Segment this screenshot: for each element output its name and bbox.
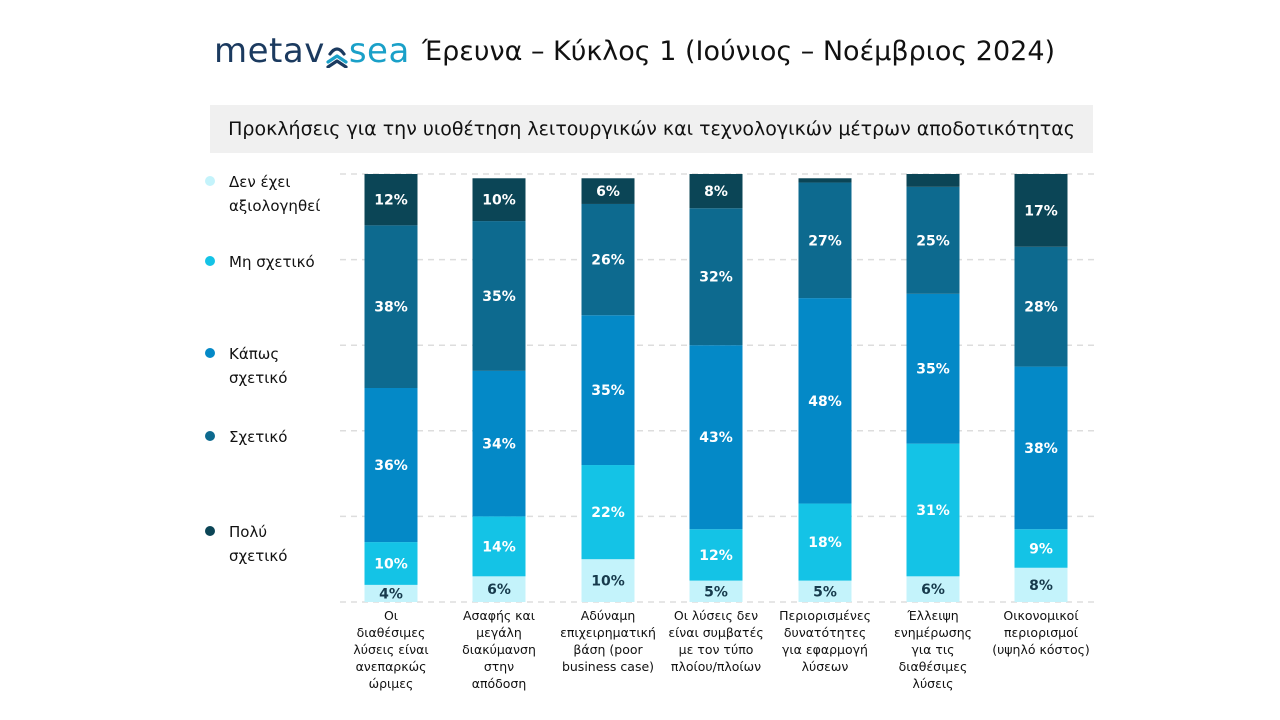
data-label-c4-s3: 27% [808,233,842,249]
data-label-c5-s0: 6% [921,582,945,598]
x-tick-label-line: λύσεις [878,675,988,692]
data-label-c1-s4: 10% [482,193,516,209]
x-tick-label-3: Οι λύσεις δεν είναι συμβατές με τον τύπο πλ… [661,607,771,675]
x-tick-label-line: Περιορισμένες [770,607,880,624]
x-tick-label-line: μεγάλη [444,624,554,641]
data-label-c5-s1: 31% [916,503,950,519]
data-label-c4-s1: 18% [808,535,842,551]
data-label-c6-s3: 28% [1024,300,1058,316]
x-tick-label-line: λύσεις είναι [336,641,446,658]
data-label-c2-s1: 22% [591,505,625,521]
x-tick-label-0: Οι διαθέσιμες λύσεις είναι ανεπαρκώς ώριμες [336,607,446,692]
data-label-c1-s1: 14% [482,539,516,555]
x-tick-label-1: Ασαφής και μεγάλη διακύμανση στην απόδοση [444,607,554,692]
bar-segment-c4-s4 [799,178,852,182]
data-label-c1-s2: 34% [482,437,516,453]
x-tick-label-line: περιορισμοί [986,624,1096,641]
data-label-c1-s3: 35% [482,289,516,305]
x-tick-label-line: βάση (poor [553,641,663,658]
x-tick-label-line: Οι λύσεις δεν [661,607,771,624]
x-tick-label-line: απόδοση [444,675,554,692]
data-label-c2-s3: 26% [591,253,625,269]
data-label-c6-s0: 8% [1029,578,1053,594]
data-label-c0-s2: 36% [374,458,408,474]
x-tick-label-line: είναι συμβατές [661,624,771,641]
data-label-c3-s3: 32% [699,270,733,286]
x-tick-label-line: λύσεων [770,658,880,675]
x-tick-label-line: Οικονομικοί [986,607,1096,624]
data-label-c5-s2: 35% [916,362,950,378]
data-label-c3-s2: 43% [699,430,733,446]
x-tick-label-5: Έλλειψη ενημέρωσης για τις διαθέσιμες λύσεις [878,607,988,692]
data-label-c2-s2: 35% [591,383,625,399]
x-tick-label-line: διαθέσιμες [878,658,988,675]
data-label-c3-s1: 12% [699,548,733,564]
x-tick-label-line: για τις [878,641,988,658]
x-tick-label-line: ενημέρωσης [878,624,988,641]
data-label-c4-s2: 48% [808,394,842,410]
x-tick-label-line: διακύμανση [444,641,554,658]
x-tick-label-line: δυνατότητες [770,624,880,641]
x-tick-label-line: Οι [336,607,446,624]
data-label-c3-s0: 5% [704,584,728,600]
x-tick-label-line: πλοίου/πλοίων [661,658,771,675]
x-tick-label-line: (υψηλό κόστος) [986,641,1096,658]
x-tick-label-2: Αδύναμη επιχειρηματική βάση (poor business … [553,607,663,675]
data-label-c6-s1: 9% [1029,542,1053,558]
x-tick-label-line: στην [444,658,554,675]
data-label-c0-s3: 38% [374,300,408,316]
data-label-c4-s0: 5% [813,584,837,600]
data-label-c0-s1: 10% [374,556,408,572]
data-label-c1-s0: 6% [487,582,511,598]
data-label-c5-s3: 25% [916,233,950,249]
x-tick-label-line: business case) [553,658,663,675]
data-label-c6-s2: 38% [1024,441,1058,457]
data-label-c2-s4: 6% [596,184,620,200]
x-tick-label-6: Οικονομικοί περιορισμοί (υψηλό κόστος) [986,607,1096,658]
x-tick-label-line: ώριμες [336,675,446,692]
data-label-c6-s4: 17% [1024,203,1058,219]
x-tick-label-line: ανεπαρκώς [336,658,446,675]
x-tick-label-line: για εφαρμογή [770,641,880,658]
x-tick-label-line: επιχειρηματική [553,624,663,641]
bar-segment-c5-s4 [907,174,960,187]
x-tick-label-line: διαθέσιμες [336,624,446,641]
data-label-c2-s0: 10% [591,574,625,590]
x-tick-label-4: Περιορισμένες δυνατότητες για εφαρμογή λύσε… [770,607,880,675]
data-label-c0-s4: 12% [374,193,408,209]
data-label-c0-s0: 4% [379,586,403,602]
x-tick-label-line: Ασαφής και [444,607,554,624]
x-tick-label-line: Έλλειψη [878,607,988,624]
data-label-c3-s4: 8% [704,184,728,200]
x-tick-label-line: με τον τύπο [661,641,771,658]
x-tick-label-line: Αδύναμη [553,607,663,624]
